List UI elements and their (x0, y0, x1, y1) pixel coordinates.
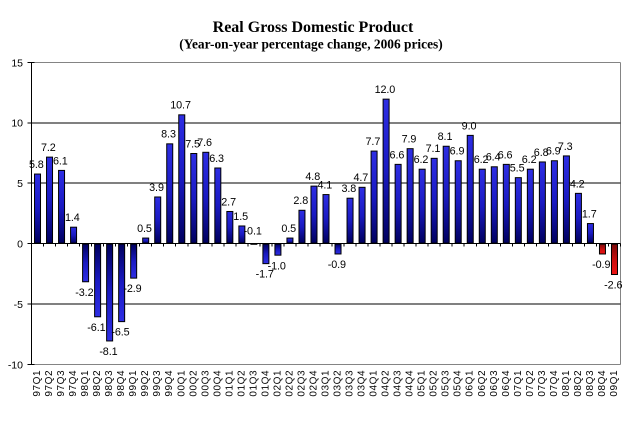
svg-text:0.5: 0.5 (281, 223, 296, 235)
svg-text:7.7: 7.7 (366, 136, 381, 148)
svg-text:02Q2: 02Q2 (284, 370, 295, 397)
svg-text:7.3: 7.3 (558, 141, 573, 153)
svg-text:6.1: 6.1 (53, 155, 68, 167)
svg-text:02Q3: 02Q3 (296, 370, 307, 397)
svg-text:97Q3: 97Q3 (56, 370, 67, 397)
svg-text:03Q4: 03Q4 (357, 370, 368, 397)
svg-text:00Q4: 00Q4 (212, 370, 223, 397)
svg-text:8.3: 8.3 (161, 129, 176, 141)
svg-text:04Q1: 04Q1 (369, 370, 380, 397)
svg-text:-0.9: -0.9 (328, 259, 346, 271)
svg-text:08Q2: 08Q2 (573, 370, 584, 397)
svg-text:15: 15 (11, 57, 23, 69)
svg-text:-10: -10 (8, 359, 23, 371)
svg-text:7.1: 7.1 (426, 143, 441, 155)
svg-text:-2.6: -2.6 (604, 280, 622, 292)
svg-text:-6.5: -6.5 (111, 327, 129, 339)
svg-text:7.9: 7.9 (402, 134, 417, 146)
svg-text:07Q3: 07Q3 (537, 370, 548, 397)
svg-text:07Q1: 07Q1 (513, 370, 524, 397)
svg-text:6.3: 6.3 (209, 153, 224, 165)
svg-text:5: 5 (17, 178, 23, 190)
svg-text:06Q1: 06Q1 (465, 370, 476, 397)
svg-text:4.2: 4.2 (570, 178, 585, 190)
svg-text:03Q3: 03Q3 (345, 370, 356, 397)
svg-text:8.1: 8.1 (438, 131, 453, 143)
svg-text:02Q1: 02Q1 (272, 370, 283, 397)
svg-text:06Q4: 06Q4 (501, 370, 512, 397)
svg-text:5.8: 5.8 (29, 159, 44, 171)
svg-text:1.5: 1.5 (233, 211, 248, 223)
svg-text:05Q2: 05Q2 (429, 370, 440, 397)
svg-text:Real Gross Domestic Product: Real Gross Domestic Product (213, 19, 414, 36)
svg-text:1.4: 1.4 (65, 212, 80, 224)
svg-text:97Q1: 97Q1 (32, 370, 43, 397)
svg-text:01Q1: 01Q1 (224, 370, 235, 397)
svg-text:4.1: 4.1 (317, 180, 332, 192)
svg-text:98Q4: 98Q4 (116, 370, 127, 397)
svg-text:00Q3: 00Q3 (200, 370, 211, 397)
svg-text:-0.9: -0.9 (592, 259, 610, 271)
svg-text:12.0: 12.0 (375, 84, 396, 96)
svg-text:99Q1: 99Q1 (128, 370, 139, 397)
svg-text:-6.1: -6.1 (87, 322, 105, 334)
svg-text:-2.9: -2.9 (123, 283, 141, 295)
svg-text:-1.0: -1.0 (268, 260, 286, 272)
svg-text:07Q2: 07Q2 (525, 370, 536, 397)
svg-text:3.8: 3.8 (341, 183, 356, 195)
svg-text:-3.2: -3.2 (75, 287, 93, 299)
svg-text:6.6: 6.6 (498, 149, 513, 161)
svg-text:08Q3: 08Q3 (585, 370, 596, 397)
svg-text:05Q4: 05Q4 (453, 370, 464, 397)
svg-text:06Q2: 06Q2 (477, 370, 488, 397)
svg-text:04Q2: 04Q2 (381, 370, 392, 397)
svg-text:0: 0 (17, 239, 23, 251)
svg-text:2.8: 2.8 (293, 195, 308, 207)
svg-text:1.7: 1.7 (582, 209, 597, 221)
svg-text:7.2: 7.2 (41, 142, 56, 154)
svg-text:00Q1: 00Q1 (176, 370, 187, 397)
svg-text:01Q4: 01Q4 (260, 370, 271, 397)
svg-text:99Q4: 99Q4 (164, 370, 175, 397)
svg-text:10: 10 (11, 118, 23, 130)
svg-text:97Q2: 97Q2 (44, 370, 55, 397)
svg-text:03Q1: 03Q1 (321, 370, 332, 397)
svg-text:00Q2: 00Q2 (188, 370, 199, 397)
svg-text:10.7: 10.7 (170, 100, 191, 112)
svg-text:01Q3: 01Q3 (248, 370, 259, 397)
svg-text:3.9: 3.9 (149, 182, 164, 194)
svg-text:08Q1: 08Q1 (561, 370, 572, 397)
svg-text:6.2: 6.2 (414, 154, 429, 166)
svg-text:04Q4: 04Q4 (405, 370, 416, 397)
svg-text:98Q1: 98Q1 (80, 370, 91, 397)
svg-text:04Q3: 04Q3 (393, 370, 404, 397)
svg-text:01Q2: 01Q2 (236, 370, 247, 397)
svg-text:05Q1: 05Q1 (417, 370, 428, 397)
svg-text:05Q3: 05Q3 (441, 370, 452, 397)
svg-text:02Q4: 02Q4 (308, 370, 319, 397)
svg-text:99Q3: 99Q3 (152, 370, 163, 397)
svg-text:6.9: 6.9 (450, 146, 465, 158)
svg-text:98Q2: 98Q2 (92, 370, 103, 397)
svg-text:4.7: 4.7 (354, 172, 369, 184)
svg-text:08Q4: 08Q4 (597, 370, 608, 397)
svg-text:07Q4: 07Q4 (549, 370, 560, 397)
svg-text:0.5: 0.5 (137, 223, 152, 235)
svg-text:9.0: 9.0 (462, 120, 477, 132)
svg-text:97Q4: 97Q4 (68, 370, 79, 397)
svg-text:98Q3: 98Q3 (104, 370, 115, 397)
svg-text:7.6: 7.6 (197, 137, 212, 149)
svg-text:03Q2: 03Q2 (333, 370, 344, 397)
svg-text:99Q2: 99Q2 (140, 370, 151, 397)
svg-text:-5: -5 (14, 299, 23, 311)
svg-text:6.6: 6.6 (390, 149, 405, 161)
svg-text:06Q3: 06Q3 (489, 370, 500, 397)
svg-text:09Q1: 09Q1 (609, 370, 620, 397)
svg-text:2.7: 2.7 (221, 196, 236, 208)
svg-text:-8.1: -8.1 (99, 346, 117, 358)
svg-text:(Year-on-year percentage chang: (Year-on-year percentage change, 2006 pr… (179, 37, 442, 52)
svg-text:-0.1: -0.1 (244, 226, 262, 238)
